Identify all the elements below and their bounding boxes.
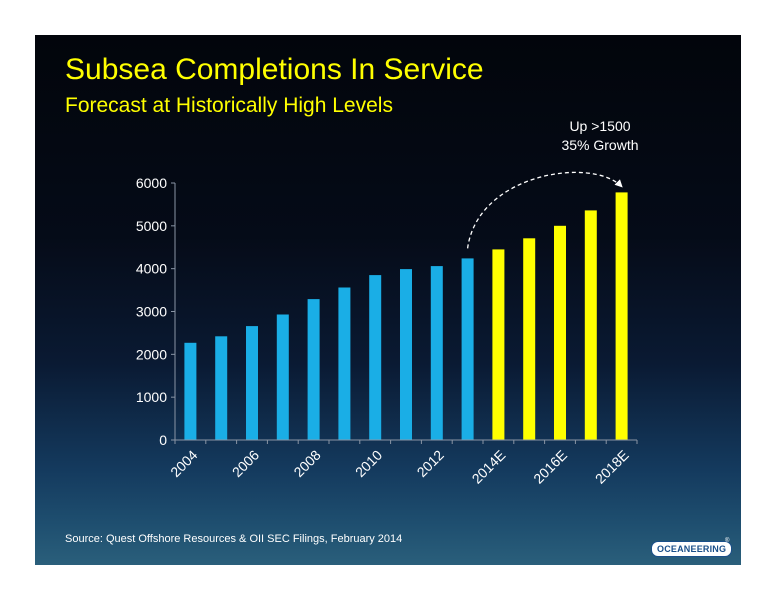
x-axis: 2004 2006 2008 2010 2012 2014E 2016E 2018E	[167, 439, 638, 487]
x-tick-label: 2006	[229, 447, 262, 480]
x-tick-label: 2018E	[592, 447, 632, 487]
bar-2013	[461, 258, 474, 440]
x-tick-label: 2008	[290, 447, 323, 480]
bar-2010	[369, 275, 382, 440]
y-tick-label: 1000	[136, 389, 167, 405]
x-tick-label: 2004	[167, 447, 200, 480]
bar-2006	[246, 326, 258, 440]
growth-arrow	[466, 171, 623, 249]
bar-2016E	[554, 225, 566, 440]
bar-2005	[215, 336, 228, 440]
annotation-line-1: Up >1500	[569, 118, 631, 134]
bar-2007	[276, 314, 289, 440]
growth-annotation: Up >1500 35% Growth	[535, 117, 665, 155]
bar-2009	[338, 287, 351, 440]
bar-2008	[307, 299, 320, 440]
bar-2018E	[615, 192, 628, 440]
y-tick-label: 3000	[136, 304, 167, 320]
registered-mark: ®	[725, 538, 730, 544]
x-tick-label: 2012	[414, 447, 447, 480]
slide: Subsea Completions In Service Forecast a…	[35, 35, 741, 565]
x-tick-label: 2010	[352, 447, 385, 480]
chart-title: Subsea Completions In Service	[65, 53, 484, 86]
y-axis: 0 1000 2000 3000 4000 5000 6000	[136, 175, 176, 448]
y-tick-label: 2000	[136, 346, 167, 362]
x-tick-label: 2014E	[469, 447, 509, 487]
bars	[184, 192, 628, 440]
annotation-line-2: 35% Growth	[561, 137, 639, 153]
y-tick-label: 6000	[136, 175, 167, 191]
bar-2014E	[492, 249, 505, 440]
x-tick-label: 2016E	[530, 447, 570, 487]
bar-2015E	[523, 238, 536, 440]
y-tick-label: 5000	[136, 218, 167, 234]
oceaneering-logo: OCEANEERING	[651, 541, 733, 557]
bar-2011	[400, 269, 412, 440]
y-tick-label: 0	[159, 432, 167, 448]
source-note: Source: Quest Offshore Resources & OII S…	[65, 533, 403, 545]
bar-2004	[184, 342, 197, 440]
y-tick-label: 4000	[136, 261, 167, 277]
bar-2012	[430, 266, 443, 440]
chart-subtitle: Forecast at Historically High Levels	[65, 94, 393, 117]
bar-2017E	[584, 210, 597, 440]
